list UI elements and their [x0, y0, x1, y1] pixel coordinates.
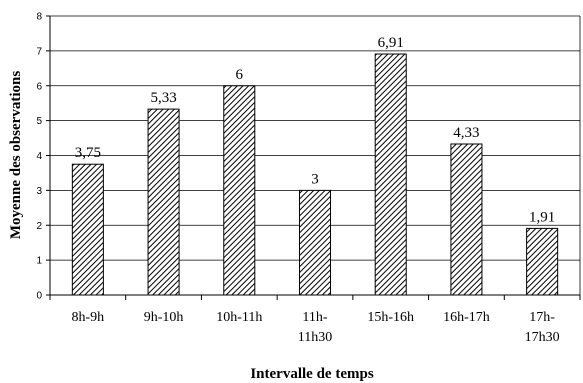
data-label: 3: [311, 171, 319, 187]
y-tick-label: 7: [36, 46, 42, 57]
x-category-label: 15h-16h: [367, 310, 414, 325]
x-category-label: 9h-10h: [144, 310, 184, 325]
data-label: 6,91: [378, 35, 404, 51]
bar: [526, 227, 559, 296]
data-label: 6: [236, 67, 244, 83]
axes: [46, 15, 581, 300]
x-category-label: 16h-17h: [443, 310, 490, 325]
bar: [147, 108, 180, 296]
x-category-label: 8h-9h: [72, 310, 105, 325]
data-label: 1,91: [529, 209, 555, 225]
y-tick-label: 5: [36, 116, 42, 127]
data-label: 4,33: [453, 125, 479, 141]
y-tick-label: 3: [36, 186, 42, 197]
x-category-label: 11h-11h30: [298, 310, 332, 345]
y-tick-label: 0: [36, 291, 42, 302]
data-label: 3,75: [75, 145, 101, 161]
x-axis-title: Intervalle de temps: [250, 366, 373, 382]
bar: [298, 189, 332, 296]
bar: [223, 85, 256, 296]
y-tick-label: 2: [36, 221, 42, 232]
labels: 0 1 2 3 4 5 6 7 8 3,75 8h-9h 5,33 9h-10h 6 10h-11h 3 11h…: [36, 12, 559, 346]
y-tick-label: 4: [36, 151, 42, 162]
x-category-label: 10h-11h: [216, 310, 262, 325]
x-category-label: 17h-17h30: [525, 310, 560, 345]
bar: [450, 143, 483, 296]
bar: [374, 53, 407, 296]
data-label: 5,33: [150, 90, 176, 106]
y-tick-label: 8: [36, 12, 42, 23]
y-axis-title: Moyenne des observations: [8, 71, 24, 239]
bar: [71, 163, 104, 296]
bars: [71, 53, 559, 296]
y-tick-label: 1: [36, 256, 42, 267]
y-tick-label: 6: [36, 81, 42, 92]
